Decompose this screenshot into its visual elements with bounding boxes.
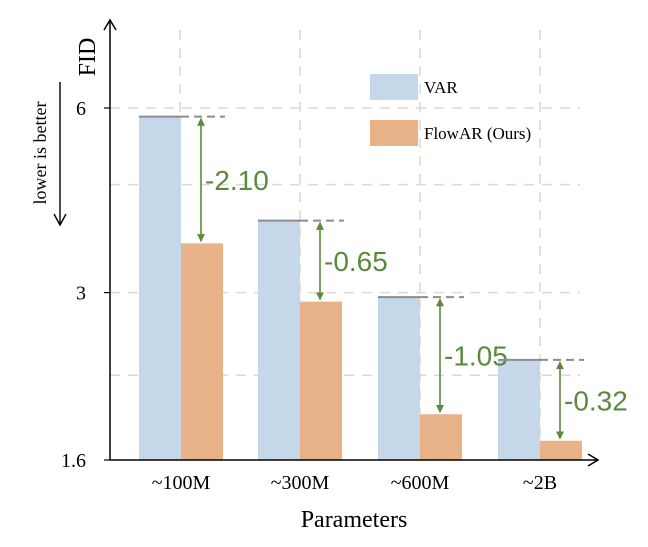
bar-var bbox=[498, 359, 540, 460]
lower-is-better-label: lower is better bbox=[30, 102, 50, 205]
x-axis-title: Parameters bbox=[301, 507, 408, 533]
legend-label-flowar: FlowAR (Ours) bbox=[424, 124, 531, 143]
y-tick-label: 3 bbox=[76, 283, 86, 305]
lower-is-better-arrow-icon bbox=[53, 213, 67, 227]
x-tick-label: ~600M bbox=[391, 472, 450, 494]
x-tick-label: ~2B bbox=[523, 472, 557, 494]
x-axis-arrow-icon bbox=[587, 453, 600, 467]
x-tick-label: ~100M bbox=[152, 472, 211, 494]
difference-label: -0.65 bbox=[324, 246, 388, 277]
bar-var bbox=[378, 297, 420, 460]
legend-swatch-var bbox=[370, 74, 418, 100]
x-tick-label: ~300M bbox=[271, 472, 330, 494]
difference-label: -1.05 bbox=[444, 341, 508, 372]
y-axis-title: FID bbox=[75, 38, 101, 77]
bar-var bbox=[258, 220, 300, 460]
bars bbox=[139, 116, 582, 460]
bar-flowar bbox=[420, 414, 462, 460]
y-axis-arrow-icon bbox=[103, 18, 117, 31]
y-tick-label: 1.6 bbox=[61, 450, 86, 472]
difference-label: -2.10 bbox=[205, 165, 269, 196]
legend-swatch-flowar bbox=[370, 120, 418, 146]
y-ticks: 1.6 3 6 bbox=[61, 98, 110, 472]
axes bbox=[103, 18, 600, 467]
bar-flowar bbox=[540, 440, 582, 460]
bar-flowar bbox=[181, 243, 223, 460]
legend: VAR FlowAR (Ours) bbox=[370, 74, 531, 146]
x-ticks: ~100M ~300M ~600M ~2B bbox=[152, 472, 557, 494]
y-tick-label: 6 bbox=[76, 98, 86, 120]
legend-label-var: VAR bbox=[424, 78, 458, 97]
bar-flowar bbox=[300, 301, 342, 460]
annotations: -2.10 -0.65 -1.05 -0.32 bbox=[139, 115, 628, 440]
bar-var bbox=[139, 116, 181, 460]
difference-label: -0.32 bbox=[564, 385, 628, 416]
